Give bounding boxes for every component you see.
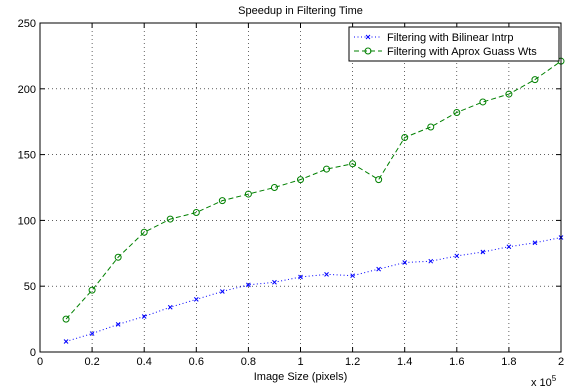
- x-tick-label: 1: [297, 356, 303, 368]
- x-tick-label: 0.4: [137, 356, 152, 368]
- x-tick-label: 2: [558, 356, 564, 368]
- x-tick-label: 0.8: [241, 356, 256, 368]
- x-exponent-base: x 10: [531, 377, 552, 389]
- x-exponent-power: 5: [552, 374, 557, 383]
- x-axis-label: Image Size (pixels): [254, 371, 348, 383]
- x-tick-label: 0.6: [189, 356, 204, 368]
- x-tick-label: 1.4: [397, 356, 412, 368]
- x-tick-label: 1.2: [345, 356, 360, 368]
- legend-label: Filtering with Bilinear Intrp: [387, 32, 514, 44]
- x-tick-label: 1.6: [449, 356, 464, 368]
- legend: Filtering with Bilinear Intrp Filtering w…: [349, 27, 559, 61]
- y-tick-label: 100: [18, 215, 36, 227]
- y-tick-label: 250: [18, 18, 36, 30]
- legend-label: Filtering with Aprox Guass Wts: [387, 46, 537, 58]
- y-tick-label: 200: [18, 84, 36, 96]
- chart-title: Speedup in Filtering Time: [238, 5, 363, 17]
- y-tick-label: 150: [18, 150, 36, 162]
- x-tick-label: 0.2: [84, 356, 99, 368]
- x-tick-label: 0: [37, 356, 43, 368]
- x-tick-label: 1.8: [501, 356, 516, 368]
- y-tick-label: 0: [30, 347, 36, 359]
- y-tick-label: 50: [24, 281, 36, 293]
